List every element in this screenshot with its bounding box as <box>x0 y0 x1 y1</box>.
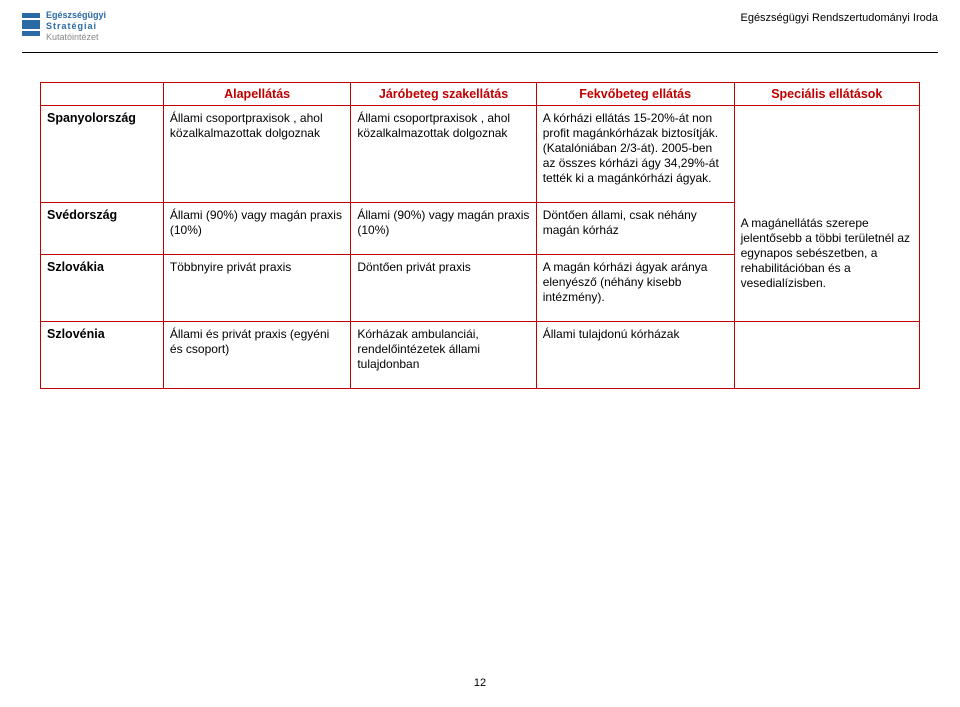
logo-text: Egészségügyi Stratégiai Kutatóintézet <box>46 10 106 43</box>
cell-alapellatas: Állami (90%) vagy magán praxis (10%) <box>163 203 350 255</box>
table-row: Spanyolország Állami csoportpraxisok , a… <box>41 106 920 203</box>
col-header-alapellatas: Alapellátás <box>163 83 350 106</box>
cell-jarobeteg: Állami csoportpraxisok , ahol közalkalma… <box>351 106 536 203</box>
table-header-row: Alapellátás Járóbeteg szakellátás Fekvőb… <box>41 83 920 106</box>
logo-line2: Stratégiai <box>46 21 106 32</box>
cell-fekvobeteg: A kórházi ellátás 15-20%-át non profit m… <box>536 106 734 203</box>
country-cell: Szlovákia <box>41 255 164 322</box>
cell-alapellatas: Többnyire privát praxis <box>163 255 350 322</box>
cell-specialis-merged: A magánellátás szerepe jelentősebb a töb… <box>734 106 919 322</box>
col-header-jarobeteg: Járóbeteg szakellátás <box>351 83 536 106</box>
data-table: Alapellátás Járóbeteg szakellátás Fekvőb… <box>40 82 920 389</box>
col-header-specialis: Speciális ellátások <box>734 83 919 106</box>
header-right-text: Egészségügyi Rendszertudományi Iroda <box>740 12 938 24</box>
col-header-blank <box>41 83 164 106</box>
cell-specialis <box>734 322 919 389</box>
country-cell: Szlovénia <box>41 322 164 389</box>
logo-line1: Egészségügyi <box>46 10 106 21</box>
col-header-fekvobeteg: Fekvőbeteg ellátás <box>536 83 734 106</box>
logo: Egészségügyi Stratégiai Kutatóintézet <box>22 10 106 43</box>
cell-jarobeteg: Kórházak ambulanciái, rendelőintézetek á… <box>351 322 536 389</box>
document-header: Egészségügyi Stratégiai Kutatóintézet Eg… <box>22 10 938 43</box>
logo-line3: Kutatóintézet <box>46 32 106 43</box>
cell-alapellatas: Állami és privát praxis (egyéni és csopo… <box>163 322 350 389</box>
page-number: 12 <box>0 677 960 689</box>
cell-fekvobeteg: Állami tulajdonú kórházak <box>536 322 734 389</box>
table-row: Szlovénia Állami és privát praxis (egyén… <box>41 322 920 389</box>
header-divider <box>22 52 938 53</box>
cell-jarobeteg: Döntően privát praxis <box>351 255 536 322</box>
country-cell: Spanyolország <box>41 106 164 203</box>
country-cell: Svédország <box>41 203 164 255</box>
cell-fekvobeteg: Döntően állami, csak néhány magán kórház <box>536 203 734 255</box>
specialis-text: A magánellátás szerepe jelentősebb a töb… <box>741 216 913 291</box>
cell-fekvobeteg: A magán kórházi ágyak aránya elenyésző (… <box>536 255 734 322</box>
cell-jarobeteg: Állami (90%) vagy magán praxis (10%) <box>351 203 536 255</box>
cell-alapellatas: Állami csoportpraxisok , ahol közalkalma… <box>163 106 350 203</box>
logo-mark-icon <box>22 10 40 40</box>
